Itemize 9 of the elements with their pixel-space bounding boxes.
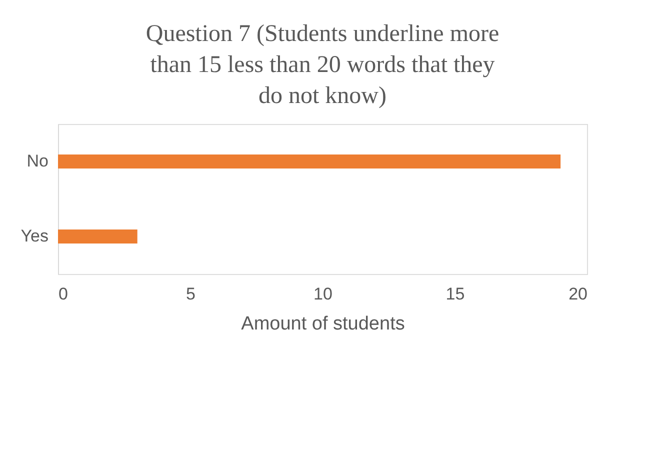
y-tick-label: Yes xyxy=(20,226,48,246)
x-tick-label: 20 xyxy=(568,284,588,304)
x-tick-label: 0 xyxy=(58,284,68,304)
x-axis-title: Amount of students xyxy=(241,314,405,334)
chart-title: Question 7 (Students underline more than 15 less than 20 words that they do not know) xyxy=(146,21,500,109)
y-tick-label: No xyxy=(26,152,48,170)
x-tick-label: 10 xyxy=(314,284,332,304)
x-tick-label: 15 xyxy=(446,284,465,304)
x-tick-label: 5 xyxy=(186,284,196,304)
